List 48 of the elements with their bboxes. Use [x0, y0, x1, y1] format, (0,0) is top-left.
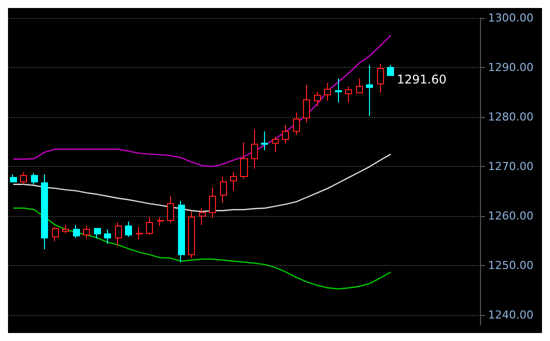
candlestick [282, 124, 289, 144]
candlestick [125, 221, 132, 238]
candlestick [20, 171, 27, 185]
candlestick [157, 216, 164, 226]
candlestick [240, 142, 248, 180]
candlestick [136, 226, 143, 240]
y-tick-label: 1300.00 [488, 12, 534, 24]
candlestick [146, 216, 153, 236]
y-tick-label: 1270.00 [488, 160, 534, 174]
candlestick [167, 196, 174, 223]
line-series [12, 208, 392, 290]
candlestick [345, 86, 352, 104]
candlestick [188, 211, 195, 259]
candlestick [178, 200, 185, 263]
candlestick [73, 224, 80, 238]
candlestick [41, 174, 48, 250]
candlestick [209, 186, 216, 219]
candlestick [251, 128, 258, 170]
candlestick [104, 228, 111, 244]
candlestick [62, 224, 69, 234]
candlestick [377, 64, 384, 94]
y-tick-label: 1280.00 [488, 110, 534, 124]
y-tick-label: 1260.00 [488, 210, 534, 223]
y-tick-label: 1290.00 [488, 61, 534, 74]
candlestick [52, 226, 59, 242]
candlestick [303, 84, 310, 123]
candlestick [10, 174, 17, 182]
annotation: 1291.60 [396, 72, 446, 86]
candlestick [31, 172, 38, 185]
line-series [12, 154, 392, 212]
candlestick [261, 130, 268, 151]
candlestick [324, 82, 331, 102]
candlestick [314, 91, 321, 107]
candlestick [293, 112, 300, 136]
line-series [12, 34, 392, 168]
candlestick [115, 222, 122, 246]
y-tick-label: 1240.00 [488, 308, 534, 322]
candlestick [199, 208, 206, 226]
candlestick [272, 136, 279, 153]
candlestick [387, 64, 394, 76]
candlestick [94, 227, 101, 239]
y-tick-label: 1250.00 [488, 259, 534, 272]
candlestick [335, 78, 342, 104]
candlestick [83, 225, 90, 239]
candlestick [366, 64, 373, 117]
candlestick [220, 176, 227, 204]
candlestick [230, 171, 237, 192]
candlestick [356, 78, 363, 94]
